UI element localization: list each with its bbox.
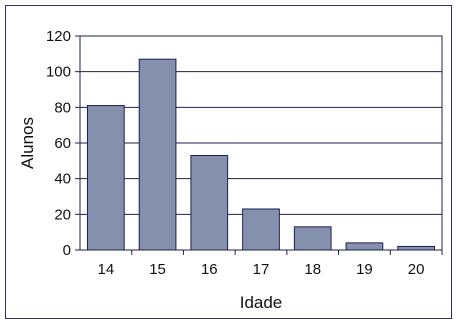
x-tick-label: 20 (408, 261, 425, 278)
y-axis-title: Alunos (18, 117, 37, 169)
bar (397, 245, 436, 251)
bar (190, 154, 229, 251)
x-axis-title: Idade (240, 293, 283, 312)
y-tick-label: 40 (54, 171, 71, 188)
x-tick-label: 16 (201, 261, 218, 278)
bar (345, 242, 384, 251)
y-tick-label: 120 (46, 28, 71, 45)
y-tick-label: 0 (63, 242, 71, 259)
y-tick-label: 60 (54, 135, 71, 152)
y-tick-label: 20 (54, 206, 71, 223)
bar (138, 58, 177, 251)
x-tick-label: 14 (98, 261, 115, 278)
bars (86, 58, 436, 251)
x-tick-label: 17 (253, 261, 270, 278)
x-tick-label: 18 (304, 261, 321, 278)
bar (242, 208, 280, 251)
bar (293, 226, 332, 251)
y-tick-label: 100 (46, 64, 71, 81)
chart-border (5, 5, 452, 319)
x-tick-label: 15 (149, 261, 166, 278)
bar (86, 105, 125, 251)
y-tick-label: 80 (54, 99, 71, 116)
x-tick-label: 19 (356, 261, 373, 278)
axes: 0 20 40 60 80 100 120 14 15 16 17 18 19 20 (46, 28, 443, 278)
